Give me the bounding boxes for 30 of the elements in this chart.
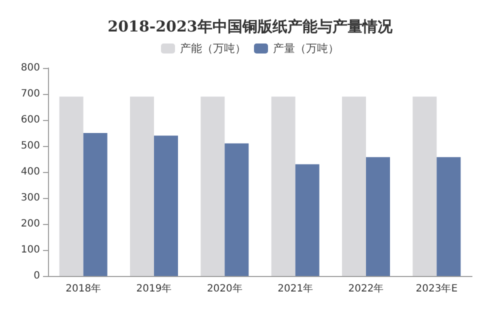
- x-tick-label: 2019年: [136, 282, 172, 294]
- legend-label: 产能（万吨）: [180, 42, 246, 55]
- bar: [59, 96, 84, 276]
- y-tick-label: 500: [20, 140, 40, 152]
- bar: [412, 96, 437, 276]
- y-tick-label: 0: [34, 270, 40, 282]
- x-tick-label: 2021年: [278, 282, 314, 294]
- y-tick-label: 600: [20, 114, 40, 126]
- legend-label: 产量（万吨）: [273, 42, 339, 55]
- x-tick-label: 2022年: [348, 282, 384, 294]
- bar: [83, 133, 108, 276]
- y-tick-label: 800: [20, 62, 40, 74]
- bar: [130, 96, 154, 276]
- y-tick-label: 200: [20, 218, 40, 230]
- bar: [271, 96, 296, 276]
- bar: [295, 164, 320, 276]
- bar: [342, 96, 366, 276]
- y-tick-label: 400: [20, 166, 40, 178]
- bar: [224, 143, 249, 276]
- bar: [154, 136, 178, 276]
- x-tick-label: 2018年: [66, 282, 102, 294]
- bar: [436, 157, 461, 276]
- bar: [366, 157, 390, 276]
- chart-title: 2018-2023年中国铜版纸产能与产量情况: [108, 18, 394, 36]
- y-tick-label: 100: [20, 244, 40, 256]
- y-tick-label: 700: [20, 88, 40, 100]
- y-tick-label: 300: [20, 192, 40, 204]
- x-tick-label: 2020年: [206, 282, 242, 294]
- bar: [200, 96, 225, 276]
- x-tick-label: 2023年E: [416, 282, 458, 294]
